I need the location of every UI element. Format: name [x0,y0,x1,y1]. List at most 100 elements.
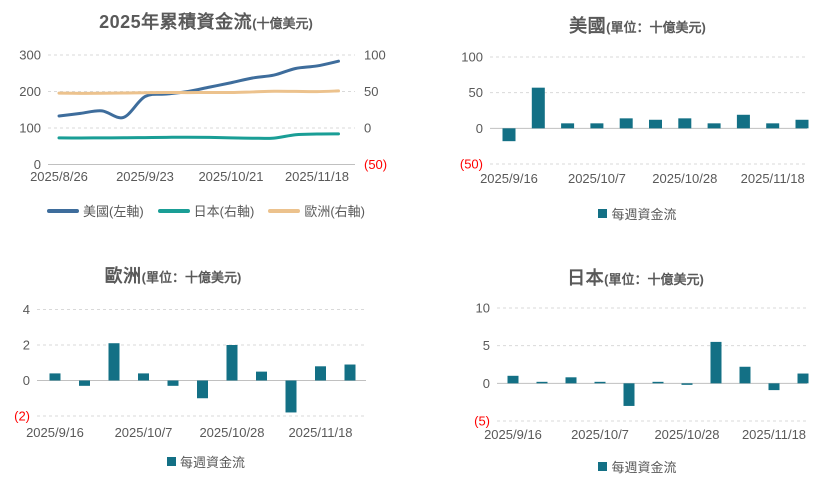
y-tick-label: (5) [474,414,490,429]
x-tick-label: 2025/10/28 [652,171,717,186]
legend-item-weekly-flow: 每週資金流 [598,457,677,476]
bar [565,377,577,384]
japan-line-swatch-icon [157,208,190,213]
bar [561,123,575,129]
panel-cumulative-flows: 2025年累積資金流(十億美元) 300 200 100 0 100 50 0 (50) 202… [0,0,412,240]
legend-label-weekly-flow: 每週資金流 [179,455,245,470]
x-tick-label: 2025/8/26 [30,169,88,184]
legend-label-us: 美國(左軸) [82,204,144,219]
chart-title-unit: (單位：十億美元) [604,272,704,287]
bar [344,364,356,381]
bar [79,380,90,386]
bar [285,380,297,413]
weekly-flow-swatch-icon [598,462,608,471]
x-tick-label: 2025/11/18 [285,169,349,184]
legend-item-weekly-flow: 每週資金流 [166,452,245,471]
bar [652,381,664,384]
y-tick-label: (50) [460,157,483,172]
chart-title-japan: 日本(單位：十億美元) [412,264,823,290]
chart-title-unit: (單位：十億美元) [141,270,242,285]
bar [678,118,692,129]
bar [766,123,780,129]
chart-title-text: 2025年累積資金流 [99,12,253,32]
y-tick-label: 5 [483,338,490,353]
y-tick-label: 100 [19,121,41,136]
x-tick-label: 2025/10/21 [198,169,263,184]
legend-item-japan: 日本(右軸) [157,201,255,220]
bar [502,128,516,142]
legend-label-weekly-flow: 每週資金流 [611,207,677,222]
weekly-flow-swatch-icon [598,209,608,218]
y-tick-label: 50 [469,85,483,100]
x-tick-label: 2025/11/18 [742,427,806,442]
y-tick-label: 100 [461,50,483,65]
y-tick-label: 0 [23,373,30,388]
bar [256,371,267,381]
y-tick-label: 4 [23,302,30,317]
legend-item-weekly-flow: 每週資金流 [598,204,677,223]
y-tick-label: 0 [483,376,490,391]
right-y-tick-label: (50) [364,157,387,172]
us-line-swatch-icon [46,208,79,213]
x-tick-label: 2025/9/16 [480,171,538,186]
bar [536,381,548,384]
panel-japan-weekly: 日本(單位：十億美元) 10 5 0 (5) 2025/9/16 2025/10/7 202… [412,240,823,483]
chart-title-unit: (單位：十億美元) [606,20,706,35]
x-tick-label: 2025/11/18 [741,171,805,186]
right-y-tick-label: 100 [364,48,386,63]
japan-weekly-bar-chart: 10 5 0 (5)2025/9/16 2025/10/7 2025/10/28 2025/… [474,301,809,442]
legend-label-europe: 歐洲(右軸) [304,204,365,219]
chart-title-text: 日本 [567,268,605,288]
bar [736,114,750,129]
cumulative-line-chart: 300 200 100 0 100 50 0 (50) 2025/8/26 2025/9/23 20… [19,48,387,185]
legend-label-japan: 日本(右軸) [193,204,255,219]
chart-title-unit: (十億美元) [252,16,313,31]
bar [594,381,606,384]
y-tick-label: 10 [476,301,490,316]
bar [739,366,751,384]
bar [590,123,604,129]
bar [138,373,149,381]
chart-title-us: 美國(單位：十億美元) [412,12,823,38]
right-y-tick-label: 50 [364,84,378,99]
x-tick-label: 2025/10/7 [115,425,173,440]
x-tick-label: 2025/11/18 [288,425,352,440]
x-tick-label: 2025/10/7 [571,427,629,442]
line-series [57,59,340,120]
bar [108,343,120,381]
y-tick-label: 200 [19,84,41,99]
us-chart-legend: 每週資金流 [412,204,823,223]
y-tick-label: 0 [476,121,483,136]
x-tick-label: 2025/9/16 [484,427,542,442]
chart-title-europe: 歐洲(單位：十億美元) [0,262,412,288]
right-y-tick-label: 0 [364,121,371,136]
europe-weekly-bar-chart: 4 2 0 (2)2025/9/16 2025/10/7 2025/10/28 2025/1… [14,302,366,440]
x-tick-label: 2025/10/28 [654,427,719,442]
bar [795,119,809,129]
legend-label-weekly-flow: 每週資金流 [611,460,677,475]
chart-title-text: 美國 [569,16,607,36]
y-tick-label: 0 [34,157,41,172]
us-weekly-bar-chart: 100 50 0 (50)2025/9/16 2025/10/7 2025/10/28 20… [460,50,809,186]
legend-item-us: 美國(左軸) [46,201,144,220]
bar [507,375,519,384]
x-tick-label: 2025/10/28 [199,425,264,440]
x-tick-label: 2025/9/23 [116,169,174,184]
line-series [57,89,340,95]
bar [49,373,61,381]
bar [649,119,662,129]
bar [226,345,238,381]
bar [710,341,722,384]
bar [315,366,326,381]
x-tick-label: 2025/9/16 [26,425,84,440]
japan-chart-legend: 每週資金流 [412,457,823,476]
bar [197,380,208,399]
y-tick-label: 2 [23,338,30,353]
cumulative-chart-legend: 美國(左軸) 日本(右軸) 歐洲(右軸) [0,201,412,220]
bar [623,383,635,406]
europe-line-swatch-icon [268,208,301,213]
chart-title-cumulative: 2025年累積資金流(十億美元) [0,8,412,34]
y-tick-label: 300 [19,48,41,63]
legend-item-europe: 歐洲(右軸) [268,201,365,220]
panel-europe-weekly: 歐洲(單位：十億美元) 4 2 0 (2) 2025/9/16 2025/10/7 2025… [0,240,412,483]
